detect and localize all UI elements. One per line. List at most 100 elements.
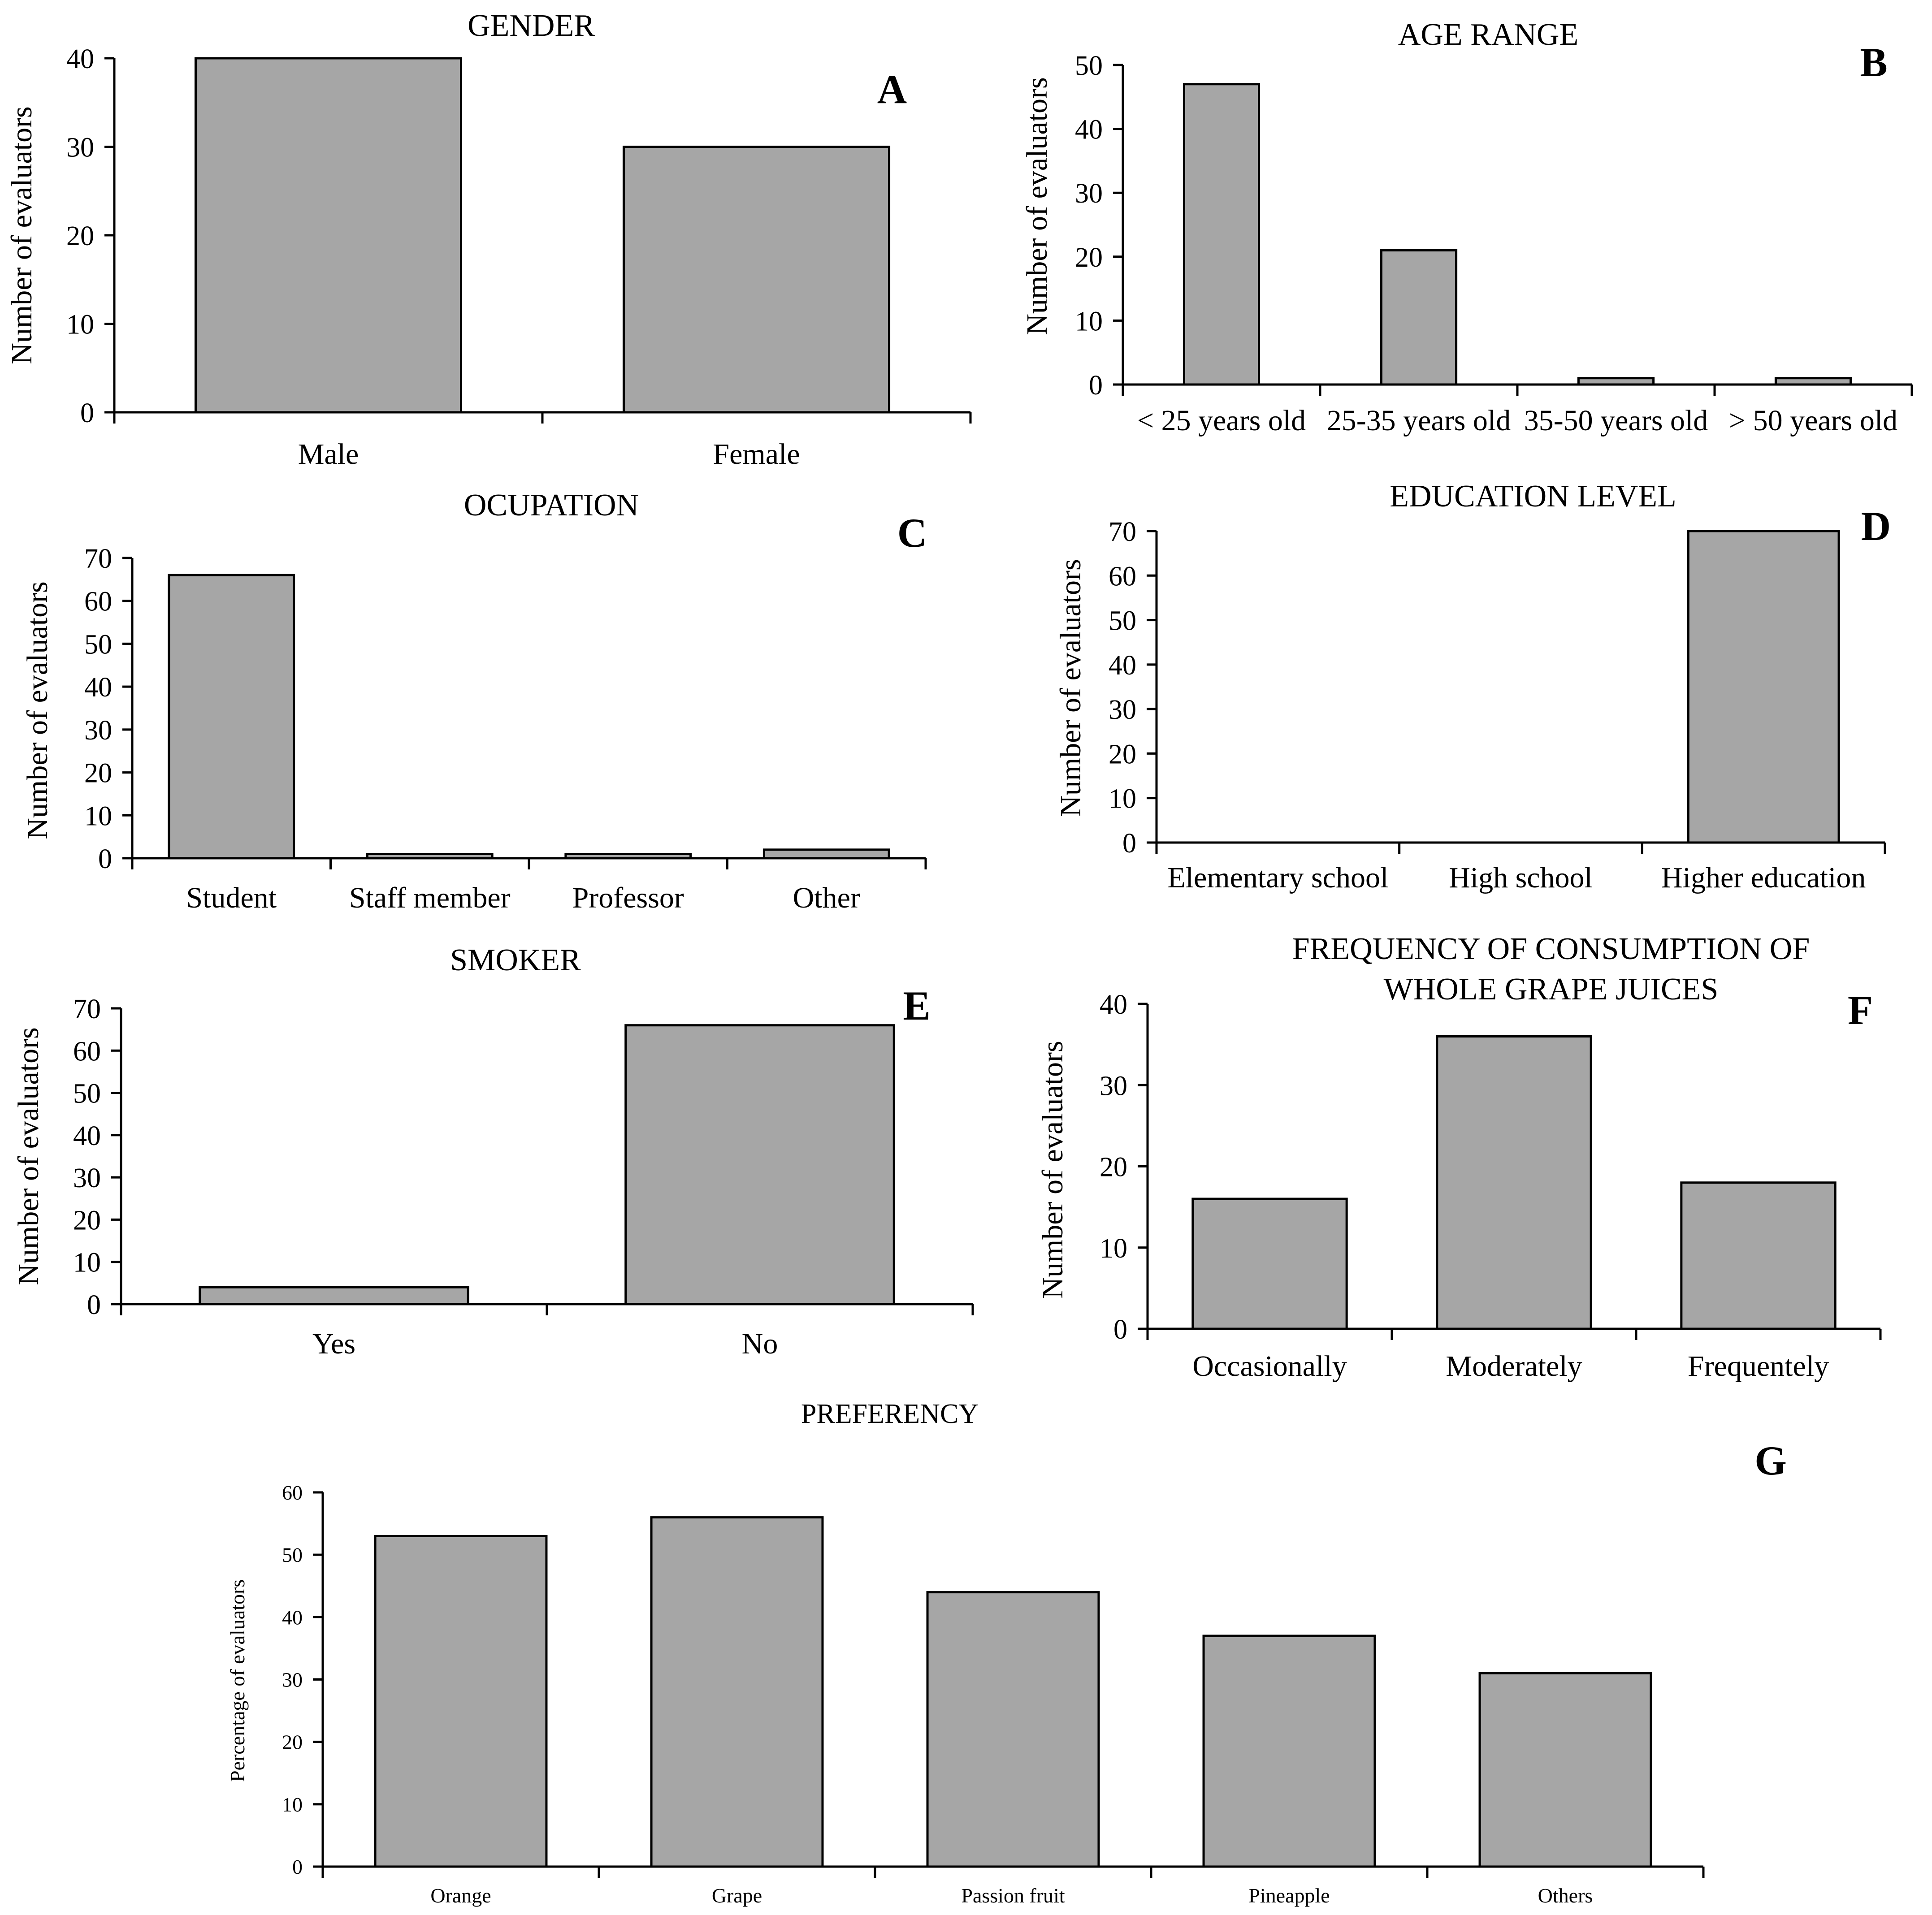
bar-other: [762, 848, 890, 860]
y-tick-label: 40: [66, 44, 94, 74]
panel-label: C: [897, 510, 927, 556]
y-tick-label: 0: [1113, 1314, 1127, 1345]
y-tick-label: 0: [87, 1290, 101, 1320]
y-tick-label: 40: [282, 1606, 303, 1629]
y-tick-label: 0: [80, 398, 94, 428]
x-tick-label: Frequentely: [1688, 1350, 1829, 1383]
panel-label: F: [1848, 987, 1873, 1033]
y-tick-label: 20: [84, 758, 112, 789]
x-tick-label: Others: [1538, 1884, 1593, 1907]
y-tick-label: 20: [282, 1731, 303, 1754]
y-tick-label: 40: [1109, 650, 1136, 681]
x-tick-label: 25-35 years old: [1327, 404, 1511, 437]
bar-orange: [374, 1535, 548, 1868]
y-tick-label: 0: [98, 844, 112, 874]
x-tick-label: Other: [793, 882, 860, 914]
chart-title: AGE RANGE: [1398, 17, 1578, 52]
y-tick-label: 20: [1100, 1152, 1127, 1183]
y-tick-label: 50: [73, 1079, 101, 1109]
x-tick-label: Grape: [712, 1884, 762, 1907]
y-tick-label: 10: [1100, 1233, 1127, 1264]
chart-panel-c: OCUPATION C 0 10 20 30 40 50 60 70 Student Staff me…: [21, 488, 927, 914]
x-tick-label: High school: [1449, 861, 1593, 894]
bar-higher-education: [1687, 530, 1840, 844]
y-tick-label: 30: [1100, 1071, 1127, 1101]
y-tick-label: 40: [84, 672, 112, 703]
y-axis-label: Percentage of evaluators: [226, 1579, 249, 1782]
chart-panel-a: GENDER A 0 10 20 30 40 Male Female Number of eval…: [5, 9, 972, 471]
y-tick-label: 30: [73, 1163, 101, 1193]
bar-pineapple: [1202, 1634, 1376, 1868]
y-axis-label: Number of evaluators: [1021, 77, 1053, 335]
x-tick-label: Male: [298, 438, 359, 471]
y-tick-label: 30: [84, 715, 112, 746]
x-tick-label: Female: [713, 438, 800, 471]
panel-label: D: [1861, 503, 1891, 549]
y-tick-label: 10: [1075, 306, 1103, 337]
bar-25-35-years-old: [1380, 249, 1458, 386]
y-tick-label: 60: [282, 1481, 303, 1504]
y-tick-label: 10: [73, 1248, 101, 1278]
y-tick-label: 40: [1100, 990, 1127, 1020]
x-tick-label: Staff member: [349, 882, 511, 914]
x-tick-label: Orange: [430, 1884, 491, 1907]
chart-panel-e: SMOKER E 0 10 20 30 40 50 60 70 Yes No Number of eva…: [12, 943, 974, 1360]
x-tick-label: Student: [186, 882, 277, 914]
y-tick-label: 20: [1109, 739, 1136, 769]
bar-student: [168, 574, 295, 860]
y-axis-label: Number of evaluators: [21, 581, 54, 839]
panel-label: G: [1754, 1438, 1787, 1483]
y-tick-label: 30: [66, 133, 94, 163]
chart-title: WHOLE GRAPE JUICES: [1384, 972, 1719, 1007]
y-tick-label: 20: [1075, 242, 1103, 273]
chart-title: PREFERENCY: [801, 1399, 979, 1429]
chart-panel-d: EDUCATION LEVEL D 0 10 20 30 40 50 60 70 Elementar…: [1054, 479, 1891, 894]
y-tick-label: 50: [84, 629, 112, 660]
x-tick-label: 35-50 years old: [1524, 404, 1708, 437]
y-tick-label: 30: [1075, 178, 1103, 209]
bar-grape: [650, 1516, 824, 1868]
y-tick-label: 60: [84, 587, 112, 617]
y-axis-label: Number of evaluators: [1054, 559, 1087, 817]
x-tick-label: No: [742, 1327, 778, 1360]
y-tick-label: 60: [73, 1036, 101, 1067]
chart-title: SMOKER: [450, 943, 581, 977]
y-axis-label: Number of evaluators: [1036, 1041, 1069, 1298]
bar-moderately: [1436, 1035, 1592, 1330]
y-tick-label: 10: [84, 801, 112, 831]
bar-others: [1478, 1672, 1652, 1868]
x-tick-label: > 50 years old: [1729, 404, 1897, 437]
y-tick-label: 0: [292, 1855, 303, 1878]
y-tick-label: 30: [1109, 695, 1136, 725]
y-tick-label: 70: [84, 544, 112, 574]
y-tick-label: 20: [73, 1205, 101, 1236]
bar-no: [624, 1024, 895, 1305]
x-tick-label: Moderately: [1446, 1350, 1582, 1383]
y-tick-label: 0: [1089, 370, 1103, 401]
y-tick-label: 30: [282, 1669, 303, 1691]
y-tick-label: 20: [66, 221, 94, 251]
y-axis-label: Number of evaluators: [5, 106, 38, 364]
y-tick-label: 60: [1109, 561, 1136, 592]
panel-label: E: [903, 983, 930, 1029]
chart-title: EDUCATION LEVEL: [1390, 479, 1676, 514]
bar-yes: [199, 1286, 469, 1305]
chart-title: GENDER: [468, 9, 595, 43]
y-tick-label: 50: [282, 1543, 303, 1566]
y-tick-label: 70: [73, 994, 101, 1025]
x-tick-label: Yes: [312, 1327, 355, 1360]
y-tick-label: 40: [73, 1121, 101, 1151]
y-tick-label: 50: [1109, 606, 1136, 636]
y-tick-label: 50: [1075, 51, 1103, 81]
y-tick-label: 10: [1109, 784, 1136, 814]
chart-title: OCUPATION: [464, 488, 639, 523]
bar-passion-fruit: [926, 1591, 1100, 1868]
x-tick-label: Occasionally: [1192, 1350, 1347, 1383]
x-tick-label: Passion fruit: [961, 1884, 1065, 1907]
chart-panel-b: AGE RANGE B 0 10 20 30 40 50 < 25 years old 25-35…: [1021, 17, 1913, 437]
y-axis-label: Number of evaluators: [12, 1027, 45, 1285]
panel-label: B: [1860, 39, 1887, 85]
y-tick-label: 70: [1109, 517, 1136, 547]
bar-occasionally: [1191, 1197, 1348, 1330]
